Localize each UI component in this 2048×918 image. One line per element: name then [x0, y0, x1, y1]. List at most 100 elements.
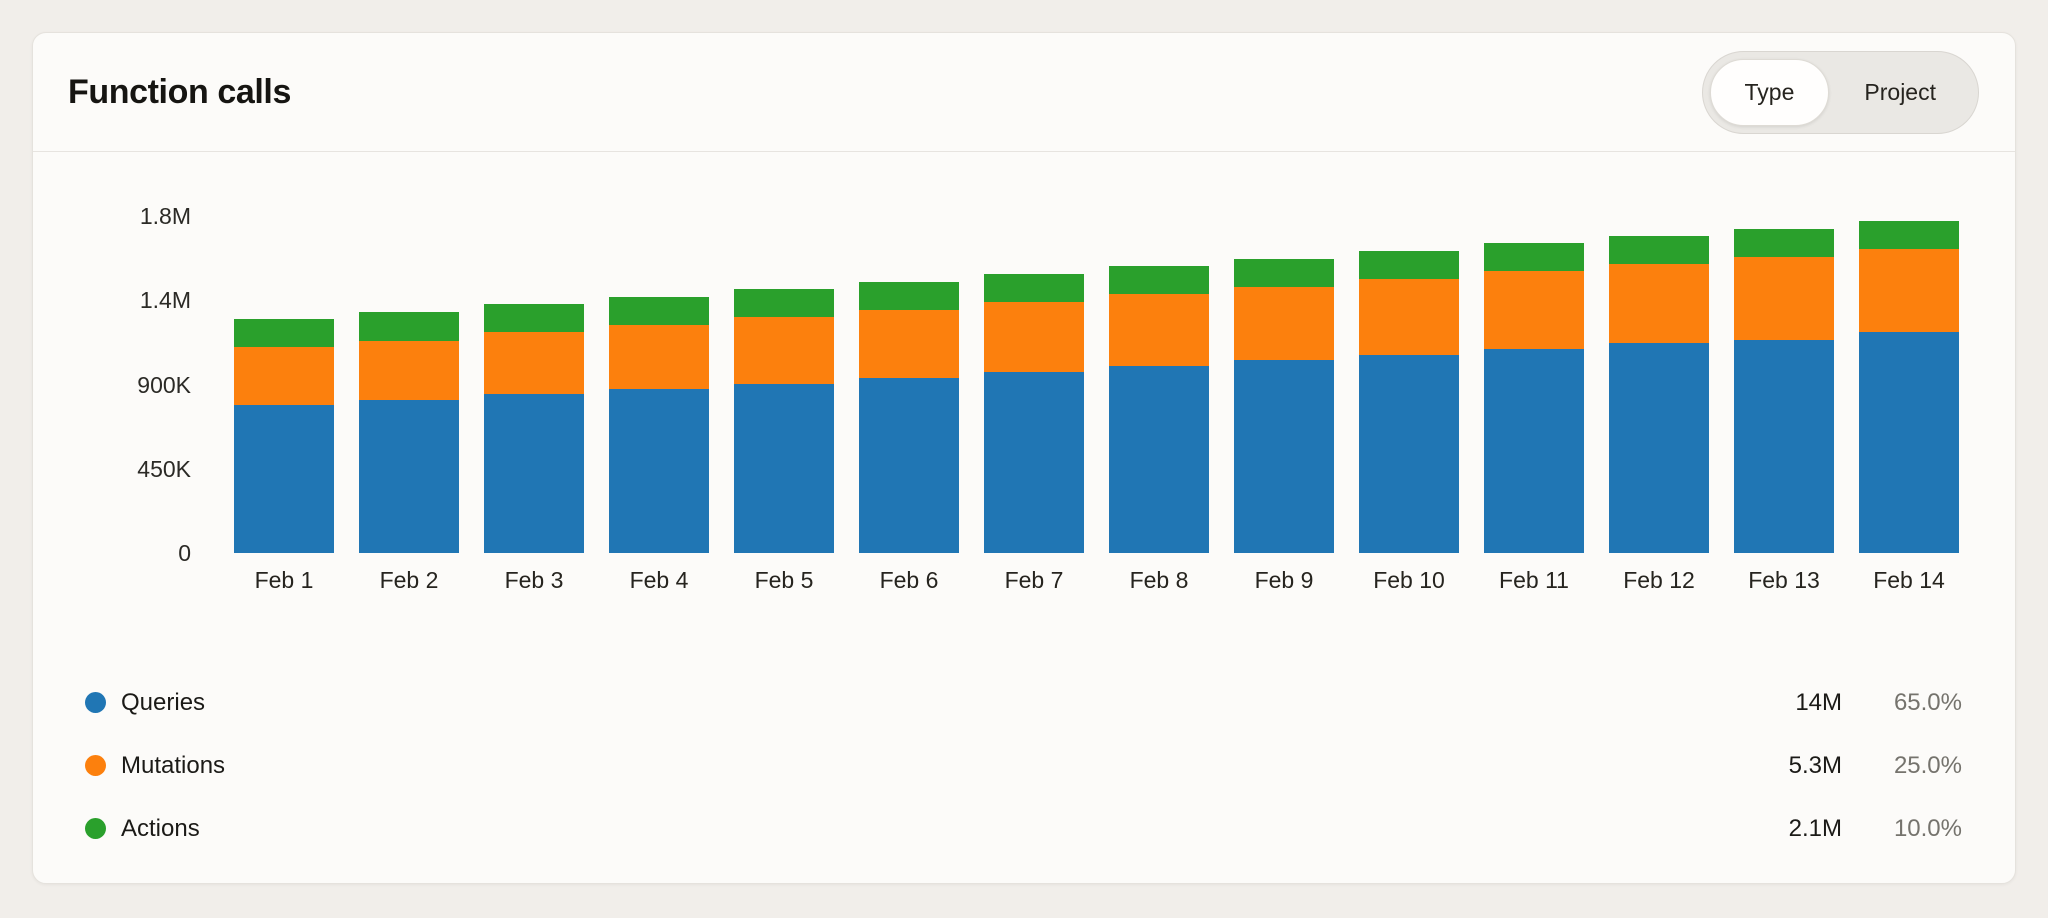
x-tick-label: Feb 8: [1129, 567, 1189, 593]
x-tick-label: Feb 12: [1623, 567, 1695, 593]
bar-segment-queries: [1359, 354, 1459, 553]
bar-feb-9: [1234, 259, 1334, 553]
card-title: Function calls: [68, 72, 291, 111]
bar-segment-actions: [984, 274, 1084, 303]
bar-segment-queries: [234, 405, 334, 553]
bar-segment-actions: [1609, 235, 1709, 264]
legend-row-mutations: Mutations 5.3M 25.0%: [85, 734, 1962, 797]
x-tick-label: Feb 9: [1254, 567, 1314, 593]
bar-segment-mutations: [1859, 248, 1959, 333]
bar-segment-actions: [1859, 220, 1959, 249]
bar-segment-actions: [359, 312, 459, 341]
bar-segment-queries: [1234, 360, 1334, 553]
bar-segment-queries: [484, 393, 584, 553]
x-tick-label: Feb 3: [504, 567, 564, 593]
legend-percent: 10.0%: [1893, 814, 1962, 842]
bar-feb-5: [734, 289, 834, 553]
bar-segment-mutations: [1109, 293, 1209, 366]
legend-row-queries: Queries 14M 65.0%: [85, 671, 1962, 734]
legend-label: Queries: [121, 688, 206, 716]
bar-feb-12: [1609, 235, 1709, 553]
x-tick-label: Feb 2: [379, 567, 439, 593]
bar-feb-8: [1109, 265, 1209, 553]
legend-total: 5.3M: [1788, 751, 1842, 779]
bar-segment-mutations: [1234, 287, 1334, 361]
toggle-option-type[interactable]: Type: [1709, 58, 1830, 126]
bar-segment-mutations: [1484, 271, 1584, 349]
bar-feb-4: [609, 296, 709, 553]
header-divider: [33, 151, 2015, 152]
x-tick-label: Feb 4: [629, 567, 689, 593]
bar-segment-mutations: [859, 309, 959, 378]
x-tick-label: Feb 13: [1748, 567, 1820, 593]
bar-segment-queries: [1609, 343, 1709, 553]
bar-feb-10: [1359, 250, 1459, 553]
bar-segment-actions: [234, 319, 334, 348]
legend-dot-actions: [85, 818, 106, 839]
bar-segment-mutations: [359, 340, 459, 401]
x-axis: Feb 1 Feb 2 Feb 3 Feb 4 Feb 5 Feb 6 Feb 7 Feb 8…: [234, 565, 1959, 595]
legend-total: 14M: [1795, 688, 1842, 716]
chart-area: 0 450K 900K 1.4M 1.8M Feb 1 Feb 2 Feb 3 Feb 4 Fe…: [33, 152, 2015, 595]
bar-segment-mutations: [484, 332, 584, 394]
bar-segment-queries: [859, 377, 959, 553]
bar-segment-queries: [734, 383, 834, 553]
bar-segment-mutations: [984, 302, 1084, 373]
x-tick-label: Feb 5: [754, 567, 814, 593]
bar-feb-13: [1734, 229, 1834, 553]
x-tick-label: Feb 6: [879, 567, 939, 593]
y-tick-label: 900K: [137, 371, 191, 398]
bar-segment-actions: [1359, 250, 1459, 279]
legend-dot-queries: [85, 692, 106, 713]
bar-segment-queries: [1734, 339, 1834, 553]
bar-segment-mutations: [1609, 263, 1709, 344]
bar-segment-queries: [1109, 365, 1209, 553]
y-tick-label: 450K: [137, 455, 191, 482]
legend-total: 2.1M: [1788, 814, 1842, 842]
bar-segment-queries: [359, 400, 459, 553]
y-axis: 0 450K 900K 1.4M 1.8M: [33, 203, 191, 566]
legend-row-actions: Actions 2.1M 10.0%: [85, 797, 1962, 860]
legend-dot-mutations: [85, 755, 106, 776]
bar-segment-mutations: [234, 347, 334, 406]
x-tick-label: Feb 10: [1373, 567, 1445, 593]
bar-feb-7: [984, 274, 1084, 553]
type-project-toggle: Type Project: [1701, 50, 1979, 134]
bar-segment-actions: [1484, 243, 1584, 272]
function-calls-card: Function calls Type Project 0 450K 900K 1.4M…: [32, 32, 2016, 884]
bar-feb-11: [1484, 243, 1584, 553]
x-tick-label: Feb 1: [254, 567, 314, 593]
legend-percent: 65.0%: [1893, 688, 1962, 716]
bar-segment-queries: [1859, 332, 1959, 553]
x-tick-label: Feb 11: [1499, 567, 1569, 593]
x-tick-label: Feb 7: [1004, 567, 1064, 593]
y-tick-label: 0: [178, 540, 191, 566]
bar-segment-actions: [1734, 229, 1834, 258]
y-tick-label: 1.4M: [139, 287, 191, 314]
bar-segment-mutations: [734, 317, 834, 384]
toggle-option-project[interactable]: Project: [1829, 59, 1971, 126]
bar-feb-3: [484, 304, 584, 553]
y-tick-label: 1.8M: [139, 203, 191, 229]
bar-segment-queries: [984, 372, 1084, 553]
bar-segment-actions: [859, 281, 959, 310]
bar-feb-6: [859, 281, 959, 553]
bar-segment-mutations: [609, 324, 709, 390]
plot-area: 0 450K 900K 1.4M 1.8M: [137, 203, 1959, 566]
chart-legend: Queries 14M 65.0% Mutations 5.3M 25.0% Actions…: [33, 671, 2015, 860]
legend-label: Mutations: [121, 751, 226, 779]
bar-segment-mutations: [1359, 278, 1459, 355]
bar-segment-mutations: [1734, 257, 1834, 340]
card-header: Function calls Type Project: [33, 33, 2015, 151]
bar-segment-queries: [609, 389, 709, 553]
bar-feb-1: [234, 319, 334, 553]
legend-percent: 25.0%: [1893, 751, 1962, 779]
x-tick-label: Feb 14: [1873, 567, 1945, 593]
bar-feb-14: [1859, 220, 1959, 553]
bar-segment-actions: [484, 304, 584, 333]
bar-segment-actions: [734, 289, 834, 318]
bar-segment-actions: [609, 296, 709, 325]
bar-feb-2: [359, 312, 459, 553]
bar-segment-actions: [1234, 259, 1334, 288]
